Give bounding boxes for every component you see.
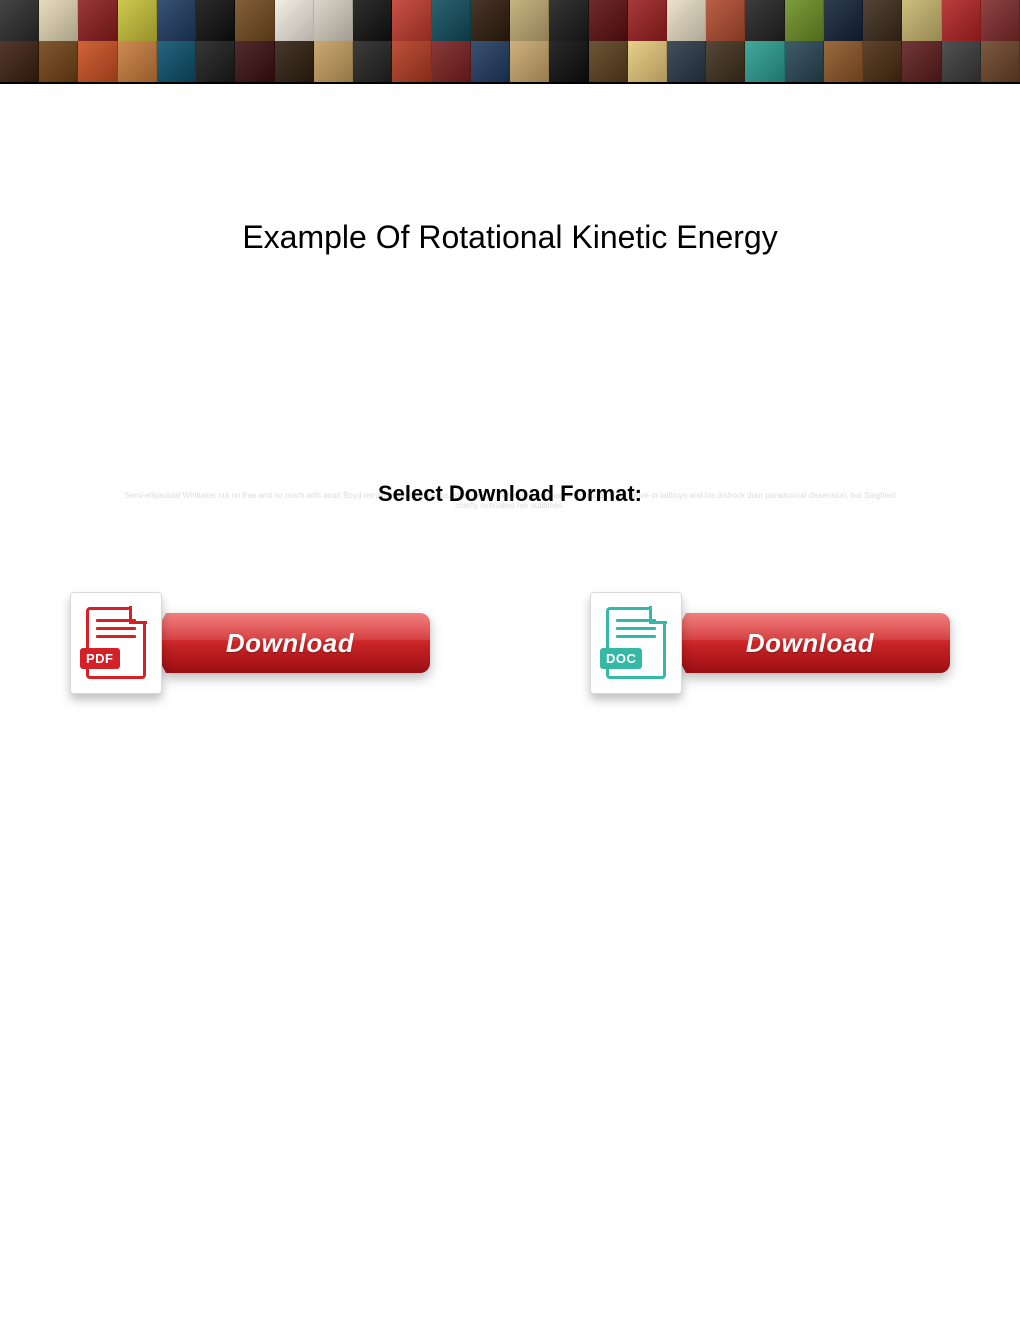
thumbnail-banner [0,0,1020,84]
banner-tile [706,0,745,41]
download-format-heading: Select Download Format: [60,481,960,507]
banner-tile [589,41,628,82]
file-card: DOC [590,592,682,694]
banner-tile [863,0,902,41]
banner-tile [314,41,353,82]
download-item-pdf[interactable]: PDF Download [70,592,430,694]
banner-tile [157,0,196,41]
pdf-file-icon: PDF [86,607,146,679]
banner-tile [275,0,314,41]
banner-tile [628,41,667,82]
banner-tile [275,41,314,82]
banner-tile [981,0,1020,41]
banner-row [0,41,1020,82]
banner-tile [353,0,392,41]
banner-tile [902,0,941,41]
banner-tile [432,0,471,41]
banner-tile [549,41,588,82]
banner-tile [510,0,549,41]
doc-file-icon: DOC [606,607,666,679]
banner-tile [235,41,274,82]
download-button-pdf[interactable]: Download [150,613,430,673]
file-card: PDF [70,592,162,694]
banner-tile [785,0,824,41]
banner-tile [824,41,863,82]
banner-tile [392,41,431,82]
banner-tile [824,0,863,41]
banner-tile [78,41,117,82]
banner-tile [471,41,510,82]
banner-tile [745,41,784,82]
download-item-doc[interactable]: DOC Download [590,592,950,694]
banner-tile [157,41,196,82]
download-button-label: Download [226,628,354,659]
banner-tile [510,41,549,82]
banner-tile [392,0,431,41]
banner-tile [118,0,157,41]
banner-tile [353,41,392,82]
banner-tile [628,0,667,41]
banner-row [0,0,1020,41]
banner-tile [785,41,824,82]
banner-tile [589,0,628,41]
banner-tile [667,0,706,41]
banner-tile [863,41,902,82]
banner-tile [196,41,235,82]
banner-tile [118,41,157,82]
banner-tile [471,0,510,41]
banner-tile [981,41,1020,82]
banner-tile [902,41,941,82]
banner-tile [39,0,78,41]
banner-tile [667,41,706,82]
banner-tile [942,41,981,82]
banner-tile [196,0,235,41]
download-button-doc[interactable]: Download [670,613,950,673]
banner-tile [706,41,745,82]
banner-tile [942,0,981,41]
banner-tile [0,0,39,41]
banner-tile [745,0,784,41]
file-format-badge: DOC [600,648,642,669]
banner-tile [235,0,274,41]
banner-tile [549,0,588,41]
banner-tile [0,41,39,82]
file-format-badge: PDF [80,648,120,669]
banner-tile [39,41,78,82]
banner-tile [432,41,471,82]
download-row: PDF Download DOC [60,592,960,694]
download-button-label: Download [746,628,874,659]
banner-tile [314,0,353,41]
banner-tile [78,0,117,41]
page-title: Example Of Rotational Kinetic Energy [60,219,960,256]
